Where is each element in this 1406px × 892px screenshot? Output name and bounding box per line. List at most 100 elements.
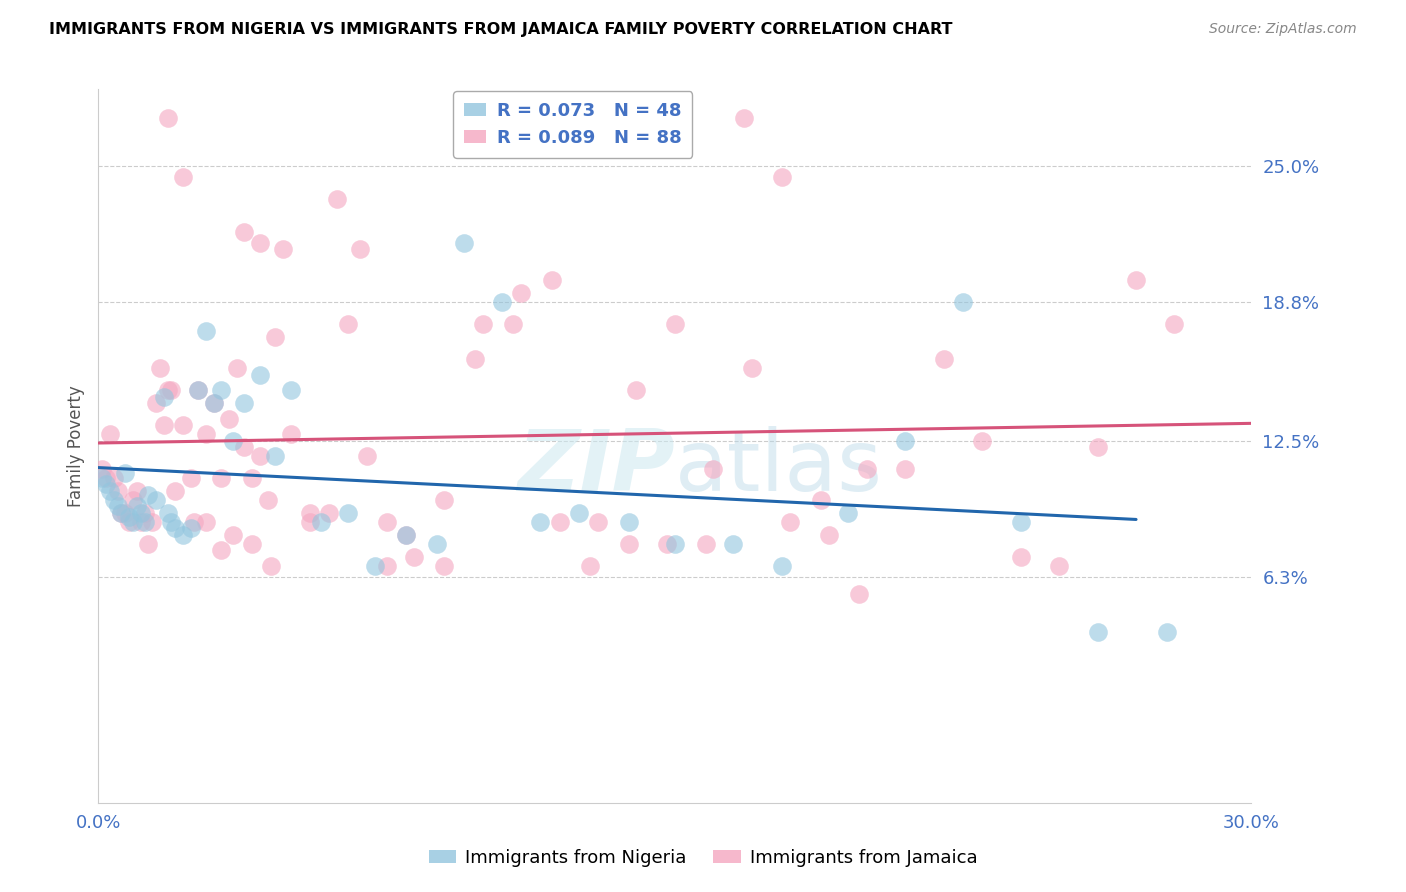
Point	[733, 111, 755, 125]
Point	[395, 528, 418, 542]
Point	[702, 462, 724, 476]
Point	[249, 449, 271, 463]
Point	[94, 471, 117, 485]
Point	[264, 449, 287, 463]
Point	[202, 396, 225, 410]
Point	[145, 492, 167, 507]
Point	[810, 492, 832, 507]
Point	[129, 515, 152, 529]
Point	[118, 515, 141, 529]
Point	[579, 558, 602, 573]
Legend: R = 0.073   N = 48, R = 0.089   N = 88: R = 0.073 N = 48, R = 0.089 N = 88	[453, 91, 692, 158]
Point	[138, 488, 160, 502]
Point	[98, 426, 121, 441]
Point	[187, 383, 209, 397]
Point	[172, 418, 194, 433]
Point	[364, 558, 387, 573]
Point	[894, 434, 917, 448]
Point	[256, 492, 278, 507]
Point	[664, 317, 686, 331]
Point	[134, 506, 156, 520]
Point	[402, 549, 425, 564]
Point	[110, 506, 132, 520]
Point	[395, 528, 418, 542]
Point	[98, 483, 121, 498]
Point	[160, 383, 183, 397]
Point	[972, 434, 994, 448]
Point	[107, 483, 129, 498]
Point	[222, 528, 245, 542]
Text: IMMIGRANTS FROM NIGERIA VS IMMIGRANTS FROM JAMAICA FAMILY POVERTY CORRELATION CH: IMMIGRANTS FROM NIGERIA VS IMMIGRANTS FR…	[49, 22, 953, 37]
Point	[94, 477, 117, 491]
Point	[202, 396, 225, 410]
Point	[103, 471, 125, 485]
Point	[125, 483, 148, 498]
Point	[172, 169, 194, 184]
Point	[772, 558, 794, 573]
Text: Source: ZipAtlas.com: Source: ZipAtlas.com	[1209, 22, 1357, 37]
Point	[141, 515, 163, 529]
Point	[426, 537, 449, 551]
Point	[464, 352, 486, 367]
Point	[471, 317, 494, 331]
Point	[1047, 558, 1070, 573]
Point	[298, 515, 321, 529]
Point	[1010, 515, 1032, 529]
Point	[240, 537, 263, 551]
Point	[695, 537, 717, 551]
Point	[664, 537, 686, 551]
Point	[375, 558, 398, 573]
Point	[280, 383, 302, 397]
Point	[433, 492, 456, 507]
Point	[156, 506, 179, 520]
Point	[114, 467, 136, 481]
Point	[187, 383, 209, 397]
Point	[195, 515, 218, 529]
Point	[218, 411, 240, 425]
Point	[138, 537, 160, 551]
Point	[183, 515, 205, 529]
Point	[510, 286, 533, 301]
Point	[195, 426, 218, 441]
Point	[122, 492, 145, 507]
Point	[657, 537, 679, 551]
Point	[264, 330, 287, 344]
Point	[1163, 317, 1185, 331]
Point	[107, 500, 129, 514]
Point	[125, 500, 148, 514]
Y-axis label: Family Poverty: Family Poverty	[66, 385, 84, 507]
Point	[209, 383, 232, 397]
Point	[165, 483, 187, 498]
Point	[91, 471, 114, 485]
Point	[817, 528, 839, 542]
Point	[156, 383, 179, 397]
Point	[626, 383, 648, 397]
Point	[453, 235, 475, 250]
Point	[134, 515, 156, 529]
Point	[172, 528, 194, 542]
Point	[1156, 624, 1178, 639]
Point	[311, 515, 333, 529]
Point	[209, 543, 232, 558]
Text: atlas: atlas	[675, 425, 883, 509]
Point	[222, 434, 245, 448]
Point	[298, 506, 321, 520]
Point	[160, 515, 183, 529]
Point	[772, 169, 794, 184]
Point	[156, 111, 179, 125]
Point	[249, 368, 271, 382]
Point	[548, 515, 571, 529]
Point	[1010, 549, 1032, 564]
Point	[568, 506, 591, 520]
Point	[617, 515, 640, 529]
Point	[233, 396, 256, 410]
Point	[114, 506, 136, 520]
Point	[180, 521, 202, 535]
Point	[122, 515, 145, 529]
Point	[118, 510, 141, 524]
Point	[779, 515, 801, 529]
Point	[586, 515, 609, 529]
Point	[856, 462, 879, 476]
Text: ZIP: ZIP	[517, 425, 675, 509]
Point	[165, 521, 187, 535]
